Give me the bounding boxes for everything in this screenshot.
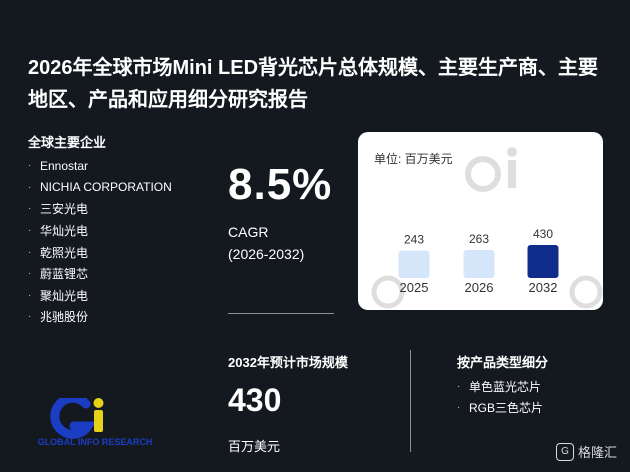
- data-label-2025: 243: [404, 233, 424, 247]
- market-size-chart: 243 2025 263 2026 430 2032 单位: 百万美元: [358, 132, 603, 310]
- bar-2025: [398, 250, 430, 278]
- segment-name: 单色蓝光芯片: [469, 380, 542, 394]
- segment-item: · 单色蓝光芯片: [457, 376, 543, 397]
- bullet-icon: ·: [28, 246, 32, 258]
- company-item: · 华灿光电: [28, 220, 172, 242]
- chart-watermark: [371, 147, 603, 309]
- company-item: · 蔚蓝锂芯: [28, 263, 172, 285]
- companies-heading: 全球主要企业: [28, 135, 107, 150]
- bullet-icon: ·: [28, 311, 32, 323]
- category-label-2025: 2025: [400, 280, 429, 295]
- bullet-icon: ·: [457, 381, 461, 392]
- company-name: 乾照光电: [40, 245, 89, 260]
- category-label-2032: 2032: [529, 280, 558, 295]
- brand-mark-icon: G: [556, 442, 574, 461]
- company-name: 蔚蓝锂芯: [40, 267, 89, 282]
- cagr-label: CAGR: [228, 224, 269, 240]
- company-item: · 聚灿光电: [28, 285, 172, 307]
- cagr-value: 8.5%: [228, 160, 333, 209]
- company-name: Ennostar: [40, 158, 89, 173]
- data-label-2026: 263: [469, 232, 489, 246]
- report-title: 2026年全球市场Mini LED背光芯片总体规模、主要生产商、主要地区、产品和…: [28, 57, 599, 111]
- company-name: 聚灿光电: [40, 288, 89, 303]
- vertical-divider: [410, 350, 411, 452]
- bullet-icon: ·: [28, 225, 32, 237]
- bar-2026: [463, 250, 495, 278]
- market-size-value: 430: [228, 382, 282, 418]
- company-name: 兆驰股份: [40, 310, 89, 325]
- company-name: 华灿光电: [40, 224, 89, 239]
- data-label-2032: 430: [533, 227, 553, 241]
- company-item: · 三安光电: [28, 198, 172, 220]
- company-name: NICHIA CORPORATION: [40, 180, 172, 195]
- logo-text: GLOBAL INFO RESEARCH: [38, 437, 153, 447]
- company-list: · Ennostar · NICHIA CORPORATION · 三安光电 · 华灿光…: [28, 155, 172, 328]
- chart-unit: 单位: 百万美元: [374, 152, 453, 166]
- divider: [228, 313, 334, 314]
- bullet-icon: ·: [28, 268, 32, 280]
- segment-name: RGB三色芯片: [469, 401, 544, 415]
- market-size-unit: 百万美元: [228, 439, 281, 454]
- company-item: · Ennostar: [28, 155, 172, 177]
- chart-canvas: 243 2025 263 2026 430 2032: [371, 147, 603, 309]
- bullet-icon: ·: [457, 402, 461, 413]
- company-item: · 乾照光电: [28, 241, 172, 263]
- bullet-icon: ·: [28, 160, 32, 172]
- segment-heading: 按产品类型细分: [457, 355, 549, 370]
- cagr-period: (2026-2032): [228, 246, 305, 262]
- company-item: · 兆驰股份: [28, 306, 172, 328]
- bullet-icon: ·: [28, 203, 32, 215]
- bar-2032: [527, 245, 559, 278]
- bullet-icon: ·: [28, 289, 32, 301]
- brand-watermark-label: 格隆汇: [578, 445, 618, 460]
- category-label-2026: 2026: [465, 280, 494, 295]
- segment-item: · RGB三色芯片: [457, 397, 543, 418]
- bullet-icon: ·: [28, 181, 32, 193]
- gi-logo: GLOBAL INFO RESEARCH: [38, 398, 153, 447]
- brand-watermark: G 格隆汇: [556, 442, 617, 461]
- segment-list: · 单色蓝光芯片 · RGB三色芯片: [457, 376, 543, 418]
- company-name: 三安光电: [40, 202, 89, 217]
- market-size-heading: 2032年预计市场规模: [228, 355, 348, 370]
- company-item: · NICHIA CORPORATION: [28, 177, 172, 199]
